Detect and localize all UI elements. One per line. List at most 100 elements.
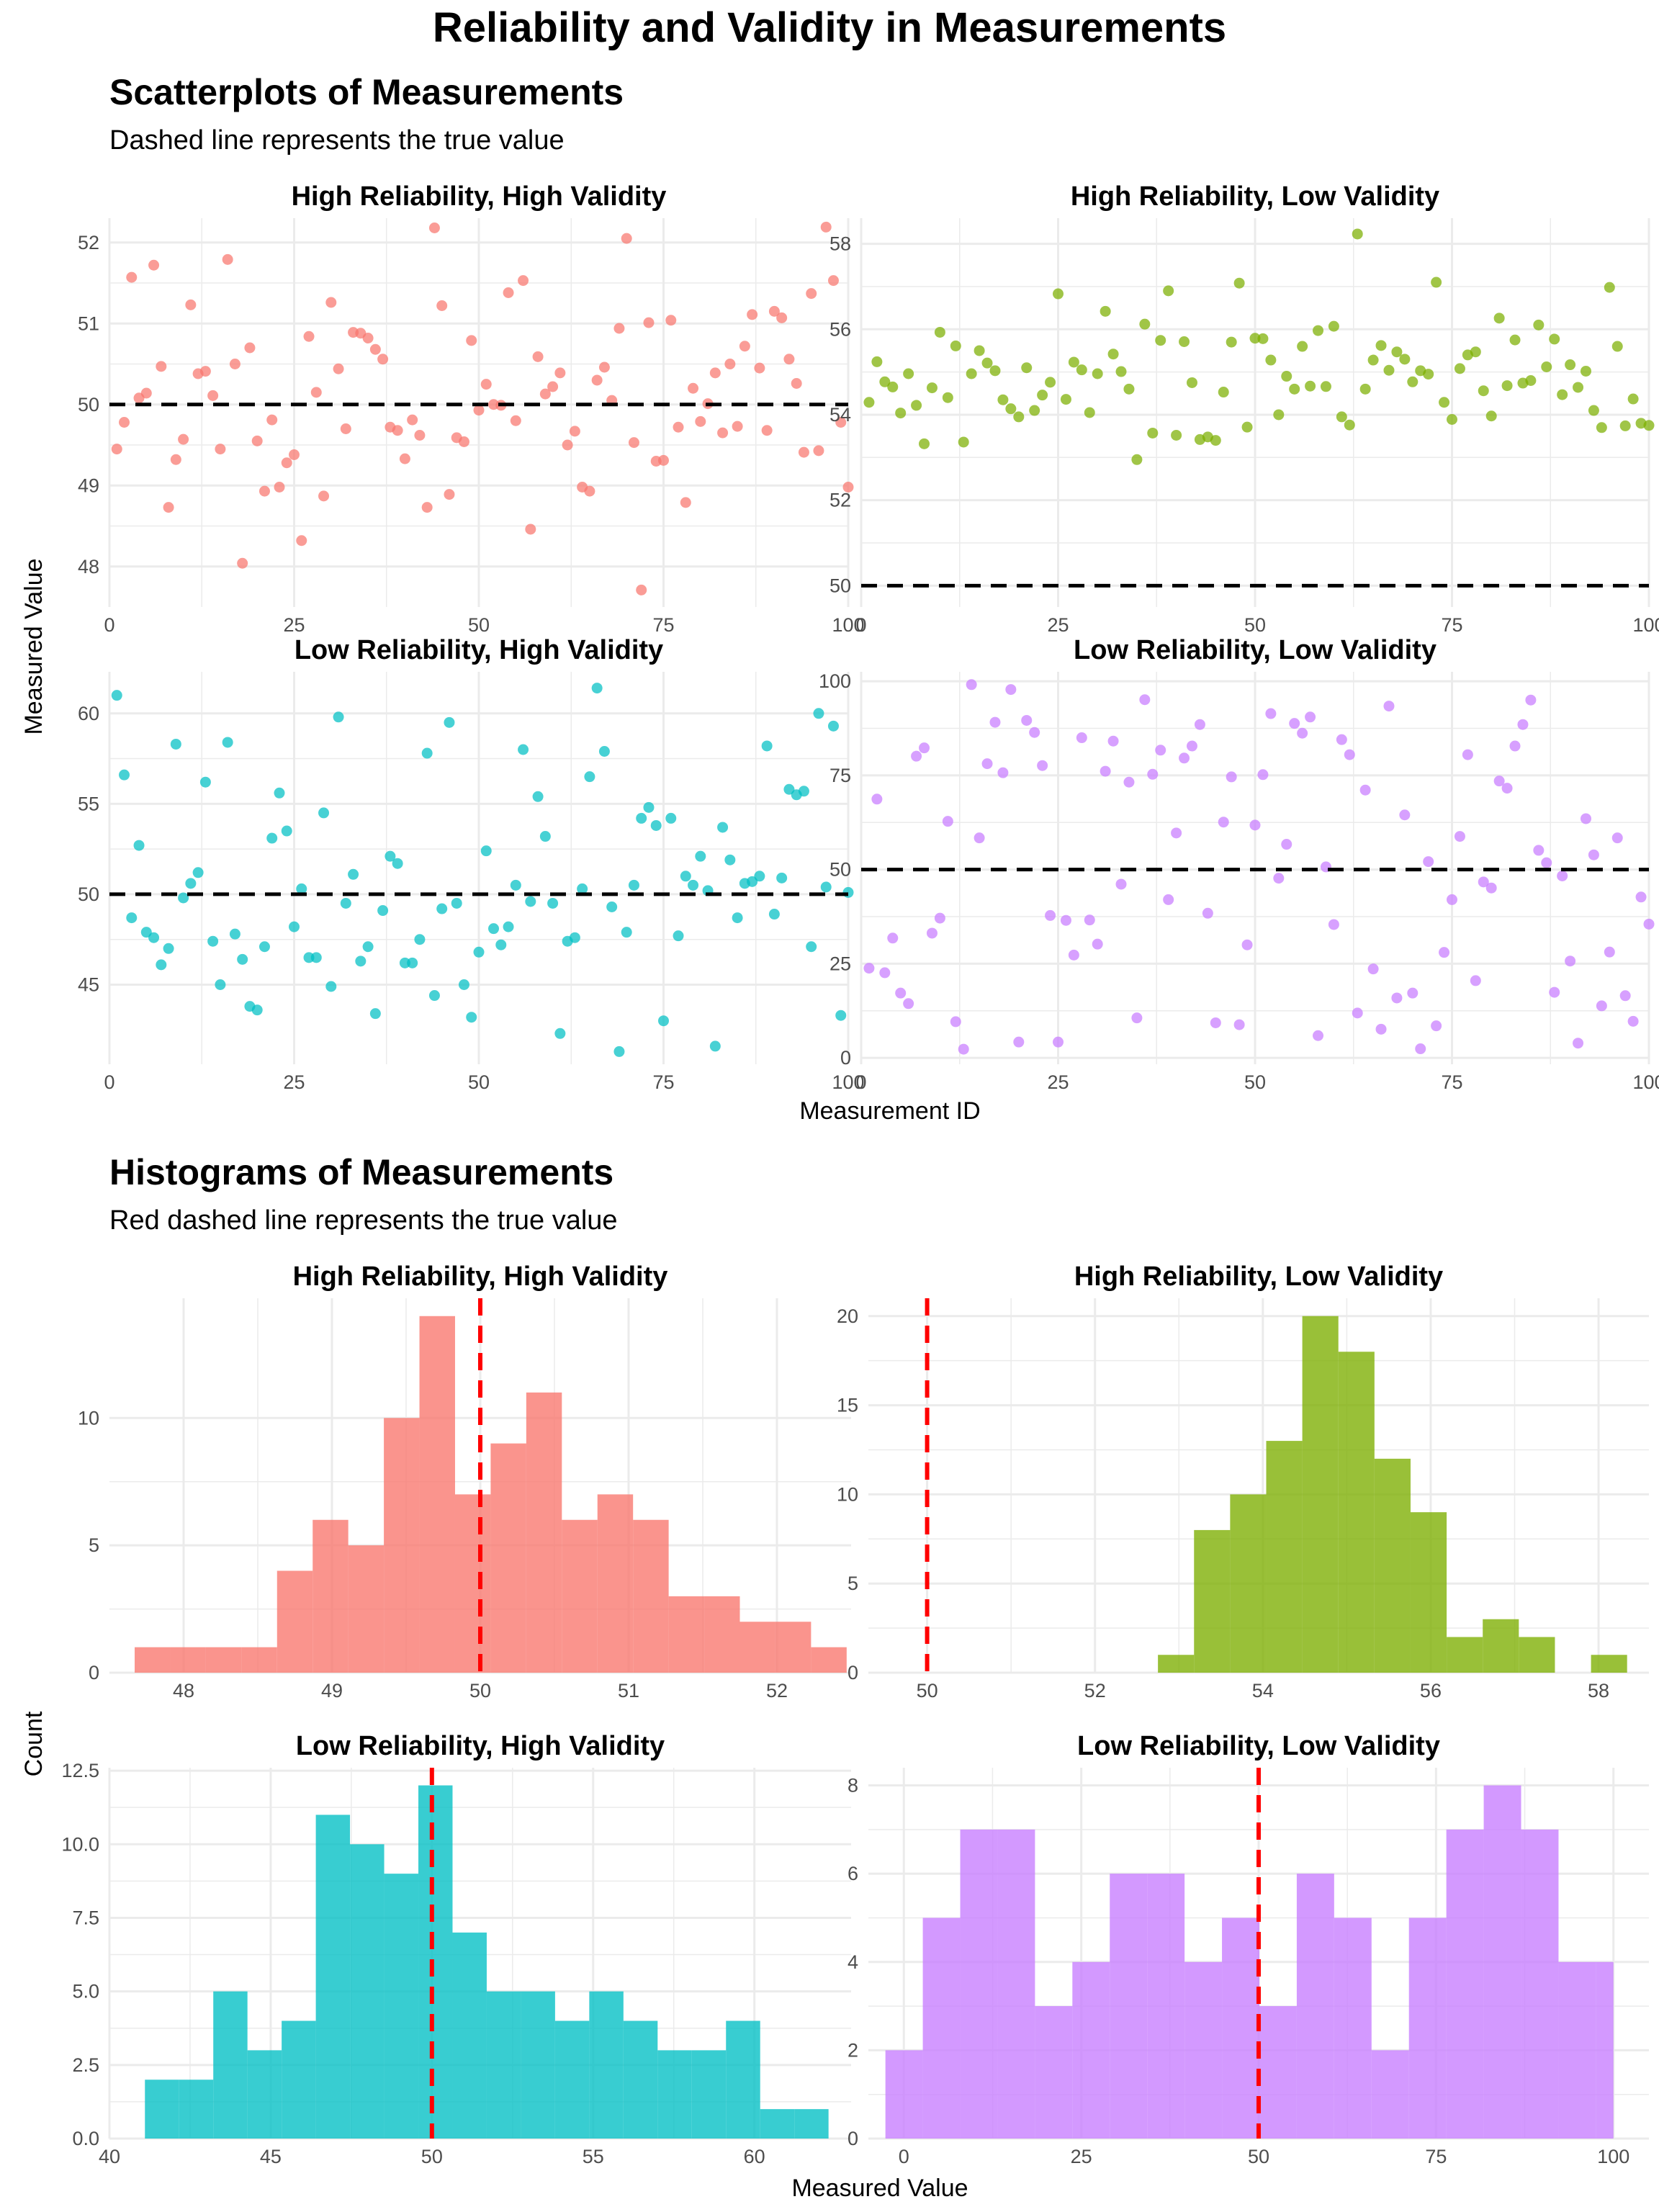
scatter-point: [613, 1046, 625, 1057]
scatter-point: [1643, 918, 1655, 930]
scatter-point: [140, 927, 152, 938]
scatter-point: [148, 932, 160, 943]
scatter-point: [709, 1040, 721, 1052]
scatter-point: [310, 387, 322, 398]
scatter-point: [170, 454, 181, 465]
scatter-point: [562, 439, 573, 451]
histogram-bar: [384, 1874, 419, 2139]
histogram-bar: [1266, 1441, 1303, 1673]
scatter-point: [926, 927, 938, 939]
y-tick-label: 50: [830, 859, 851, 881]
scatter-point: [732, 421, 743, 432]
x-tick-label: 50: [1244, 1071, 1266, 1093]
scatter-point: [1210, 1017, 1221, 1028]
scatter-point: [827, 720, 839, 732]
scatter-point: [1210, 435, 1221, 446]
histogram-bar: [997, 1829, 1035, 2139]
scatter-point: [1454, 831, 1465, 842]
histogram-bar: [739, 1622, 775, 1673]
x-tick-label: 55: [583, 2146, 604, 2167]
scatter-point: [355, 956, 367, 967]
histogram-bar: [350, 1844, 385, 2139]
scatter-point: [1179, 336, 1190, 347]
scatter-point: [1155, 745, 1166, 756]
y-tick-label: 50: [830, 575, 851, 596]
scatter-point: [989, 716, 1001, 728]
scatter-point: [1509, 740, 1521, 752]
scatter-point: [966, 679, 977, 691]
histogram-bar: [1521, 1829, 1559, 2139]
histogram-bar: [1596, 1961, 1614, 2139]
scatter-point: [458, 436, 469, 447]
histogram-bar: [213, 1991, 248, 2139]
histogram-bar: [1446, 1829, 1484, 2139]
histogram-bar: [885, 2050, 923, 2139]
scatter-point: [643, 317, 655, 328]
scatter-point: [1549, 333, 1560, 345]
scatter-point: [1619, 420, 1631, 431]
panel-title: Low Reliability, Low Validity: [1074, 635, 1437, 665]
x-tick-label: 25: [1047, 614, 1069, 636]
scatter-point: [296, 535, 307, 547]
scatter-point: [1115, 878, 1127, 890]
scatter-point: [237, 557, 248, 569]
y-tick-label: 60: [78, 703, 99, 724]
y-tick-label: 5.0: [72, 1981, 99, 2002]
scatter-point: [333, 711, 344, 723]
chart-panel-4: 02550751000255075100Low Reliability, Low…: [819, 635, 1659, 1093]
y-tick-label: 45: [78, 974, 99, 995]
histogram-bar: [313, 1519, 349, 1673]
scatter-point: [1281, 371, 1292, 382]
scatter-point: [237, 953, 248, 965]
scatter-point: [266, 832, 278, 844]
scatter-point: [385, 850, 396, 862]
scatter-point: [163, 502, 174, 513]
x-tick-label: 100: [1632, 614, 1659, 636]
scatter-point: [436, 300, 448, 311]
scatter-point: [266, 414, 278, 426]
scatter-point: [289, 449, 300, 460]
histogram-bar: [623, 2020, 658, 2139]
y-tick-label: 56: [830, 318, 851, 340]
histogram-bar: [205, 1647, 242, 1673]
scatter-point: [1092, 368, 1103, 379]
histogram-bar: [597, 1494, 634, 1673]
scatter-point: [650, 819, 662, 831]
histogram-bar: [1302, 1316, 1339, 1673]
scatter-point: [1454, 363, 1465, 374]
scatter-point: [806, 941, 817, 953]
scatter-point: [348, 868, 359, 880]
scatter-point: [958, 436, 969, 448]
scatter-point: [258, 485, 270, 497]
scatter-point: [926, 382, 938, 394]
scatter-point: [148, 259, 160, 271]
scatter-point: [510, 879, 521, 891]
scatter-point: [369, 1008, 381, 1020]
scatter-point: [274, 787, 285, 799]
scatter-point: [1068, 949, 1079, 961]
scatter-point: [163, 943, 174, 954]
scatter-point: [1525, 374, 1537, 386]
scatter-point: [1557, 870, 1568, 881]
histogram-bar: [668, 1596, 705, 1673]
histogram-bar: [794, 2109, 829, 2139]
scatter-point: [1147, 427, 1159, 439]
histogram-bar: [1408, 1917, 1447, 2139]
chart-panel-6: 50 52 54 56 58 0 5 10 15 20 High Reliability, Low …: [837, 1262, 1649, 1701]
scatter-point: [466, 1012, 477, 1023]
histogram-bar: [960, 1829, 998, 2139]
scatter-point: [1573, 1038, 1584, 1049]
scatter-point: [1328, 919, 1339, 930]
x-tick-label: 75: [652, 1071, 674, 1093]
scatter-point: [488, 923, 500, 935]
scatter-point: [688, 382, 699, 394]
scatter-point: [1431, 276, 1442, 288]
scatter-point: [1344, 419, 1355, 431]
scatter-point: [1013, 1036, 1025, 1048]
scatter-point: [1383, 701, 1395, 712]
scatter-point: [1123, 383, 1135, 395]
scatter-point: [1249, 333, 1261, 344]
x-tick-label: 100: [832, 614, 864, 636]
panel-title: High Reliability, High Validity: [292, 181, 667, 212]
scatter-point: [207, 935, 219, 947]
